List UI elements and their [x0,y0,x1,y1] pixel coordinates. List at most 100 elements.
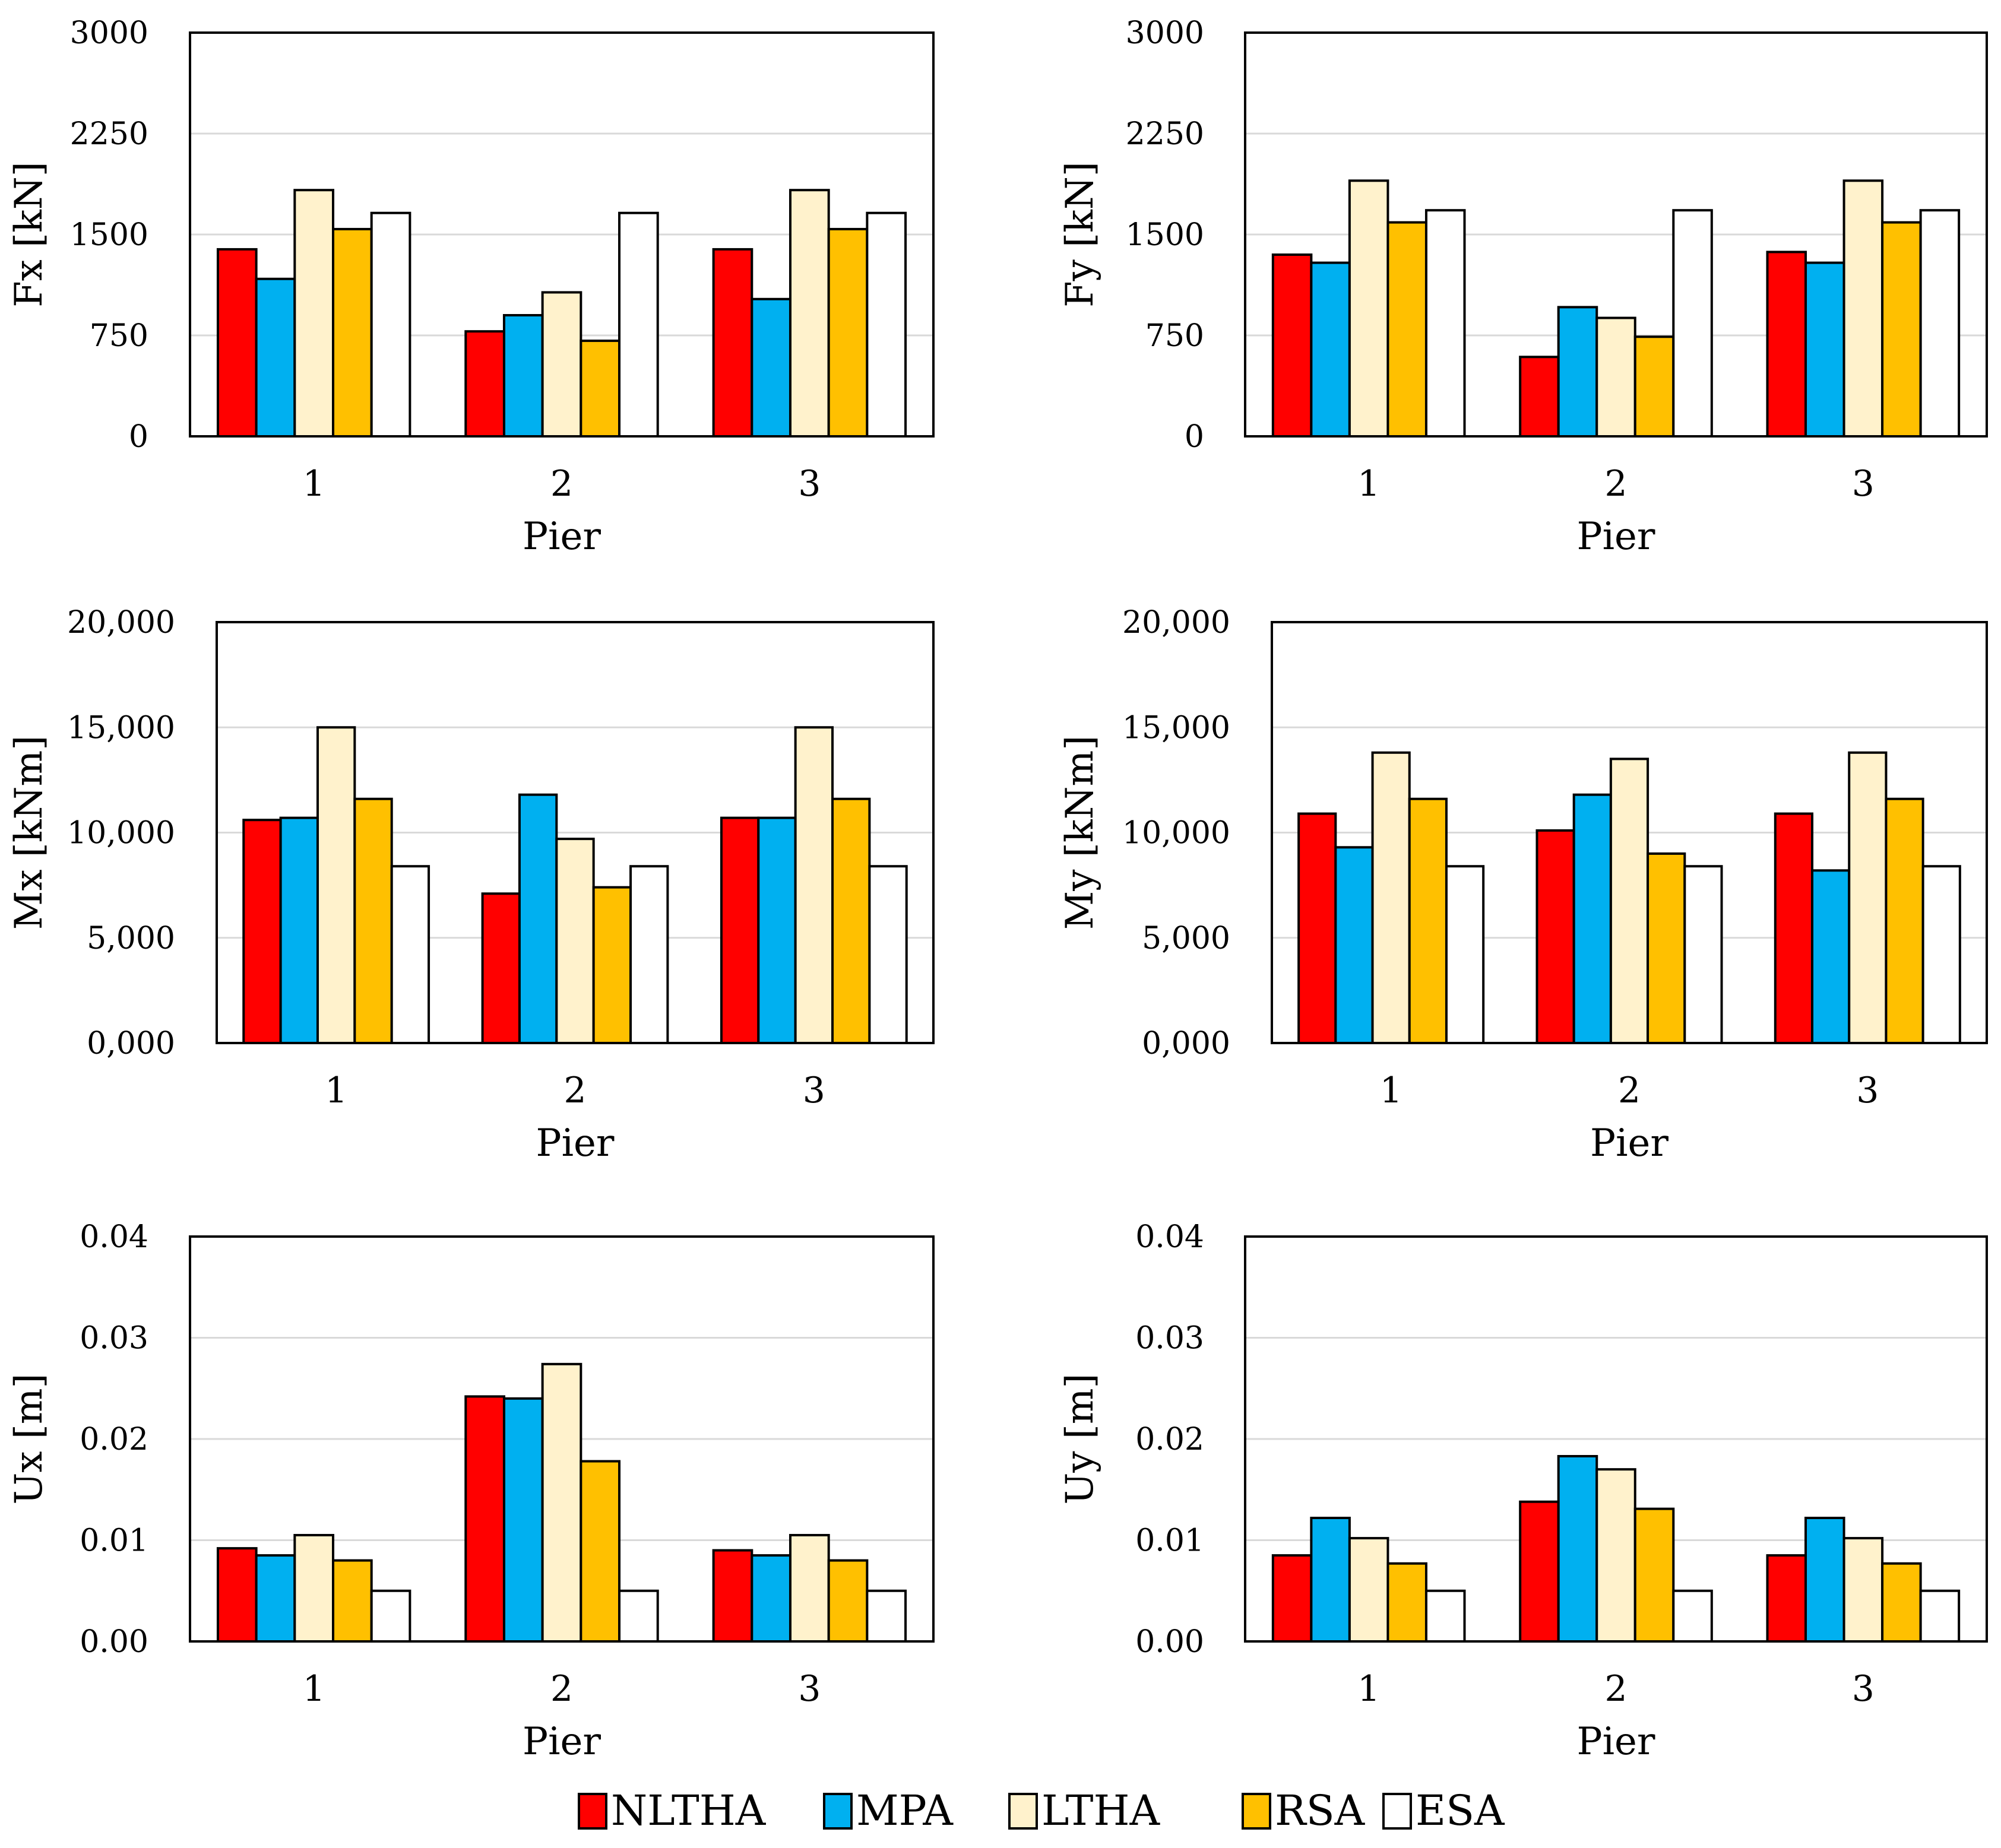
y-tick-label: 5,000 [1142,921,1230,956]
legend-label: MPA [856,1786,954,1835]
x-tick-label: 1 [325,1070,347,1111]
y-axis-title: My [kNm] [1058,736,1102,930]
x-axis-title: Pier [1590,1121,1668,1165]
bar-mpa-pier-3 [751,1554,791,1643]
bar-ltha-pier-1 [1348,1537,1389,1643]
legend-label: NLTHA [611,1786,767,1835]
y-tick-label: 20,000 [1122,605,1230,641]
y-tick-label: 1500 [1126,217,1204,253]
bar-esa-pier-3 [1919,209,1961,438]
chart-uy: 0.00 0.01 0.02 0.03 0.04 1 2 3 Pier Uy [m] [1058,1219,1988,1764]
bar-mpa-pier-1 [255,277,296,438]
x-tick-label: 1 [303,1668,325,1710]
legend-swatch-rsa [1242,1793,1271,1830]
legend-swatch-mpa [823,1793,853,1830]
bar-mpa-pier-3 [751,297,791,438]
bar-rsa-pier-2 [1647,852,1686,1044]
x-tick-label: 2 [563,1070,586,1111]
bar-nltha-pier-1 [216,1547,258,1643]
bar-mpa-pier-1 [1334,846,1374,1044]
bar-nltha-pier-2 [1519,356,1560,438]
bar-mpa-pier-2 [518,793,558,1044]
bar-mpa-pier-1 [1310,1516,1351,1643]
bar-mpa-pier-2 [1557,1454,1598,1643]
x-tick-label: 3 [798,1668,821,1710]
x-tick-label: 1 [1380,1070,1402,1111]
legend-item-esa: ESA [1382,1786,1505,1835]
y-tick-label: 0.04 [1135,1219,1204,1255]
y-tick-label: 0,000 [1142,1026,1230,1061]
y-axis-title: Fy [kN] [1058,161,1102,308]
bar-rsa-pier-2 [1633,1507,1675,1643]
bar-ltha-pier-3 [1848,751,1888,1045]
legend-label: ESA [1416,1786,1505,1835]
bar-esa-pier-2 [1672,1589,1713,1643]
bar-nltha-pier-3 [712,1549,753,1643]
bar-ltha-pier-2 [1609,757,1649,1045]
bar-ltha-pier-1 [1371,751,1411,1045]
bar-rsa-pier-3 [827,227,869,438]
legend-swatch-esa [1382,1793,1412,1830]
bar-mpa-pier-2 [1557,306,1598,438]
bar-rsa-pier-2 [580,1460,621,1643]
legend-item-mpa: MPA [823,1786,954,1835]
bar-mpa-pier-3 [1811,869,1851,1045]
legend-item-nltha: NLTHA [578,1786,767,1835]
bar-rsa-pier-3 [831,797,871,1045]
bar-nltha-pier-2 [1519,1500,1560,1643]
bar-esa-pier-2 [618,211,659,438]
chart-fx: 0 750 1500 2250 3000 1 2 3 Pier Fx [kN] [7,15,935,559]
chart-my: 0,000 5,000 10,000 15,000 20,000 1 2 3 Pier My [k… [1058,605,1988,1165]
x-axis-title: Pier [1577,1720,1655,1764]
bar-nltha-pier-3 [1766,251,1807,438]
plot-frame [216,621,935,1044]
bar-ltha-pier-2 [1595,1468,1636,1643]
bar-nltha-pier-2 [1535,829,1575,1044]
legend-item-ltha: LTHA [1008,1786,1161,1835]
y-tick-label: 0 [1185,419,1204,455]
bar-ltha-pier-3 [794,726,834,1044]
y-tick-label: 20,000 [67,605,175,641]
bar-mpa-pier-2 [502,314,544,438]
bar-mpa-pier-1 [279,816,319,1045]
y-tick-label: 10,000 [67,816,175,851]
x-tick-label: 1 [303,463,325,505]
bar-esa-pier-1 [1424,1589,1466,1643]
bar-esa-pier-3 [866,211,907,438]
plot-frame [1244,1235,1988,1643]
bar-nltha-pier-1 [216,248,258,438]
y-tick-label: 2250 [1126,116,1204,152]
bar-ltha-pier-3 [1842,1537,1884,1643]
bar-ltha-pier-2 [555,838,595,1044]
bar-ltha-pier-2 [541,291,582,438]
x-tick-label: 3 [1852,463,1875,505]
y-tick-label: 2250 [70,116,148,152]
x-tick-label: 3 [1852,1668,1875,1710]
y-tick-label: 0.03 [1135,1321,1204,1356]
bar-esa-pier-3 [866,1589,907,1643]
bar-esa-pier-1 [370,1589,411,1643]
bar-nltha-pier-1 [1297,812,1337,1044]
x-tick-label: 2 [550,1668,573,1710]
x-tick-label: 3 [798,463,821,505]
plot-frame [189,1235,935,1643]
bar-mpa-pier-1 [1310,261,1351,438]
bar-ltha-pier-2 [541,1362,582,1643]
bar-mpa-pier-1 [255,1554,296,1643]
chart-fy: 0 750 1500 2250 3000 1 2 3 Pier Fy [kN] [1058,15,1988,559]
bar-rsa-pier-1 [332,1559,373,1643]
chart-ux: 0.00 0.01 0.02 0.03 0.04 1 2 3 Pier Ux [m] [7,1219,935,1764]
bar-rsa-pier-3 [827,1559,869,1643]
y-tick-label: 0 [129,419,148,455]
bar-mpa-pier-3 [757,816,797,1045]
plot-frame [1244,31,1988,438]
bar-esa-pier-1 [390,865,430,1044]
x-tick-label: 1 [1357,1668,1380,1710]
plot-frame [189,31,935,438]
y-tick-label: 750 [1145,318,1204,354]
x-tick-label: 3 [1856,1070,1879,1111]
bar-rsa-pier-2 [1633,335,1675,438]
y-axis-title: Uy [m] [1058,1373,1102,1504]
chart-mx: 0,000 5,000 10,000 15,000 20,000 1 2 3 Pier Mx [k… [7,605,935,1165]
bar-esa-pier-1 [370,211,411,438]
